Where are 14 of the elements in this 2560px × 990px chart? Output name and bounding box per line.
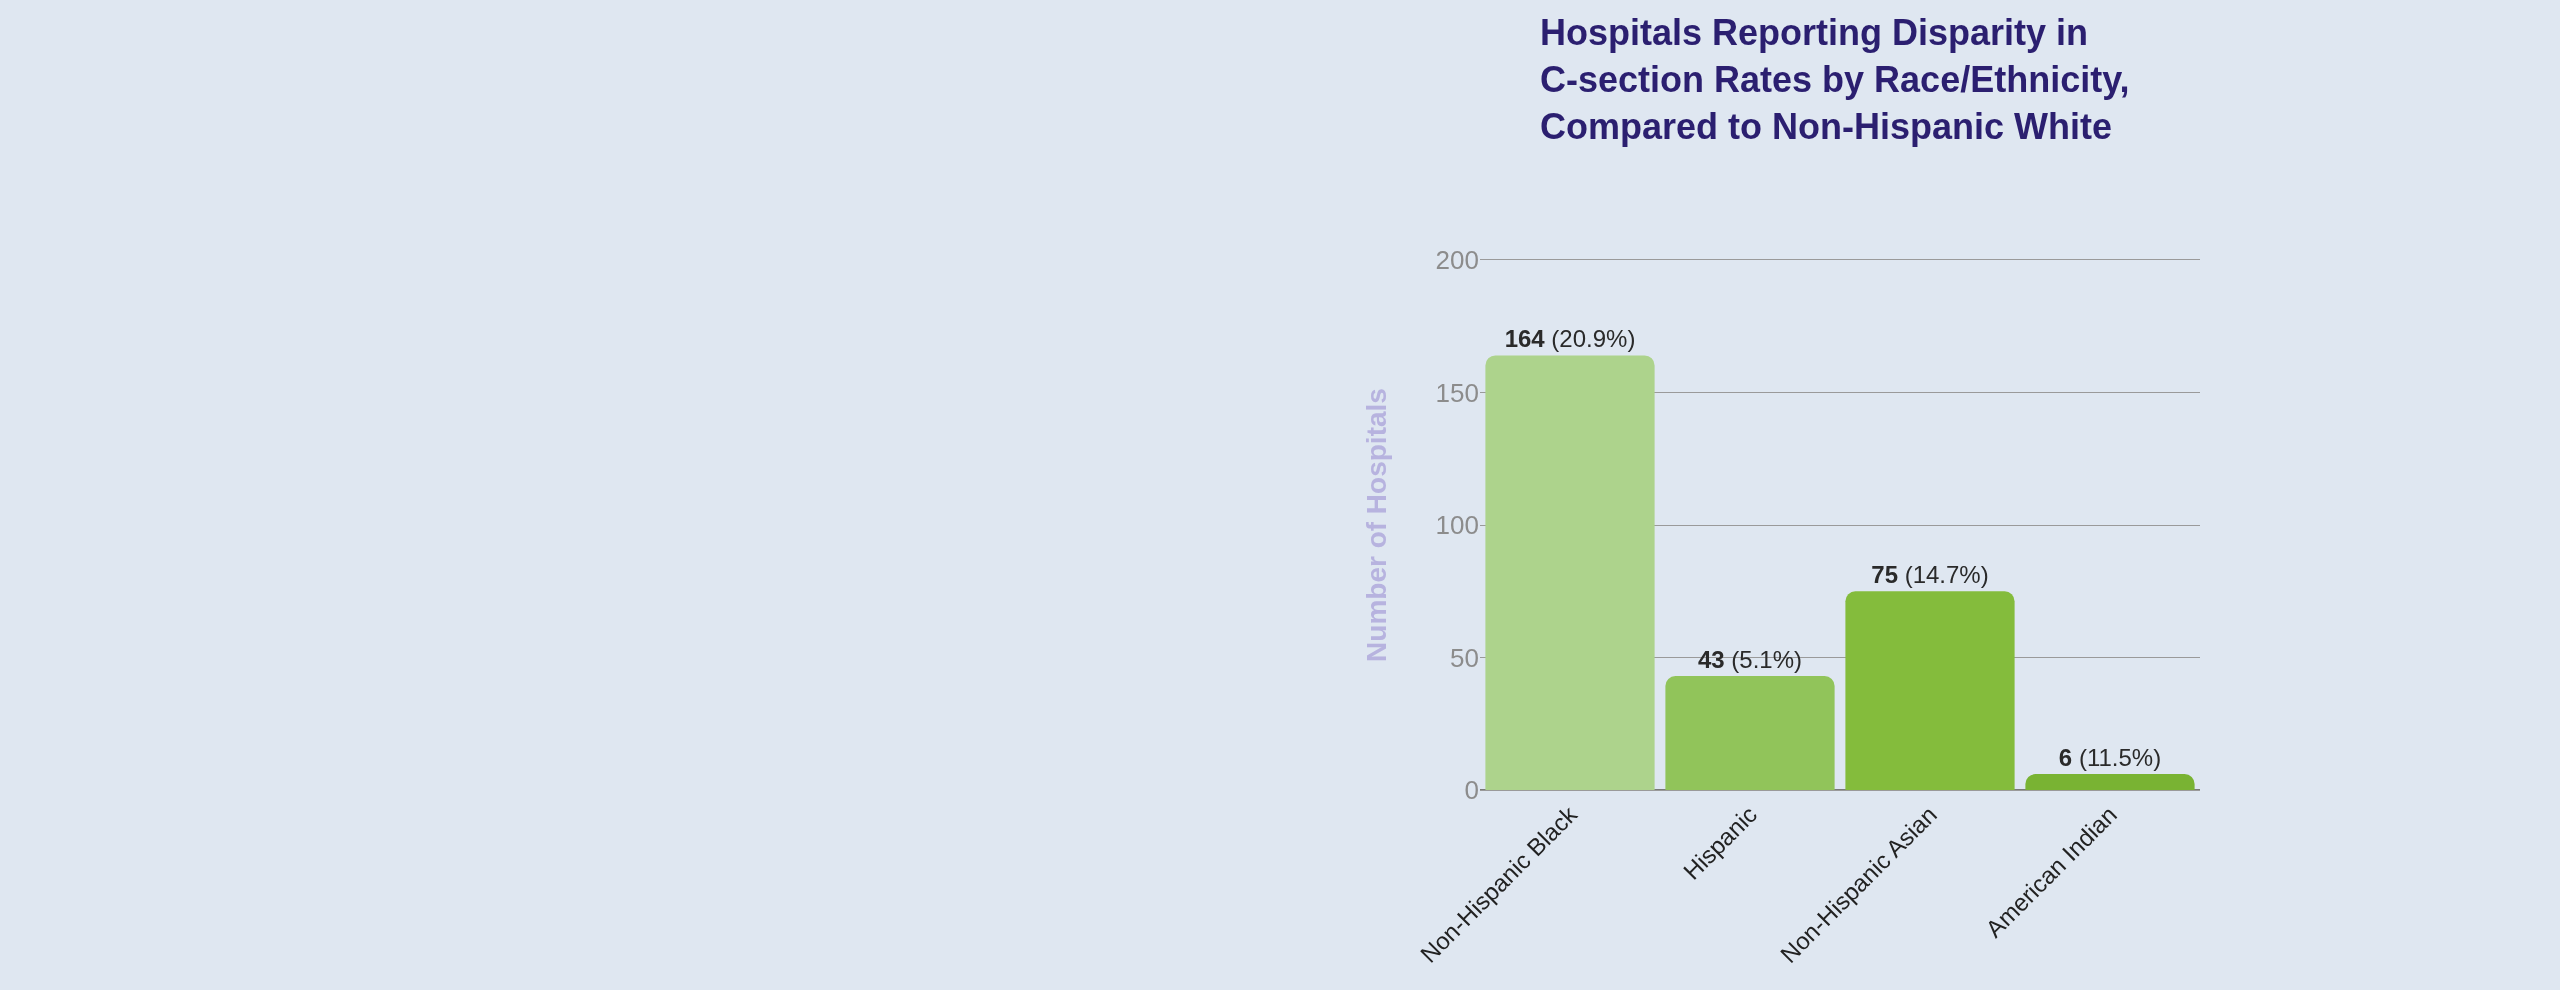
- data-label: 75 (14.7%): [1871, 561, 1989, 589]
- bar: [1845, 591, 2015, 790]
- y-tick-label: 200: [1435, 245, 1479, 276]
- bar: [2025, 774, 2195, 790]
- y-tick-label: 0: [1464, 775, 1479, 806]
- data-label: 164 (20.9%): [1504, 325, 1636, 353]
- y-tick-label: 50: [1450, 642, 1479, 673]
- chart-title: Hospitals Reporting Disparity in C-section Rates by Race/Ethnicity, Compared to Non-Hispanic White: [1540, 12, 2130, 147]
- bar: [1485, 355, 1655, 790]
- bar: [1665, 676, 1835, 790]
- y-tick-label: 150: [1435, 377, 1479, 408]
- data-label: 6 (11.5%): [2058, 744, 2162, 772]
- data-label: 43 (5.1%): [1697, 646, 1803, 674]
- y-tick-label: 100: [1435, 510, 1479, 541]
